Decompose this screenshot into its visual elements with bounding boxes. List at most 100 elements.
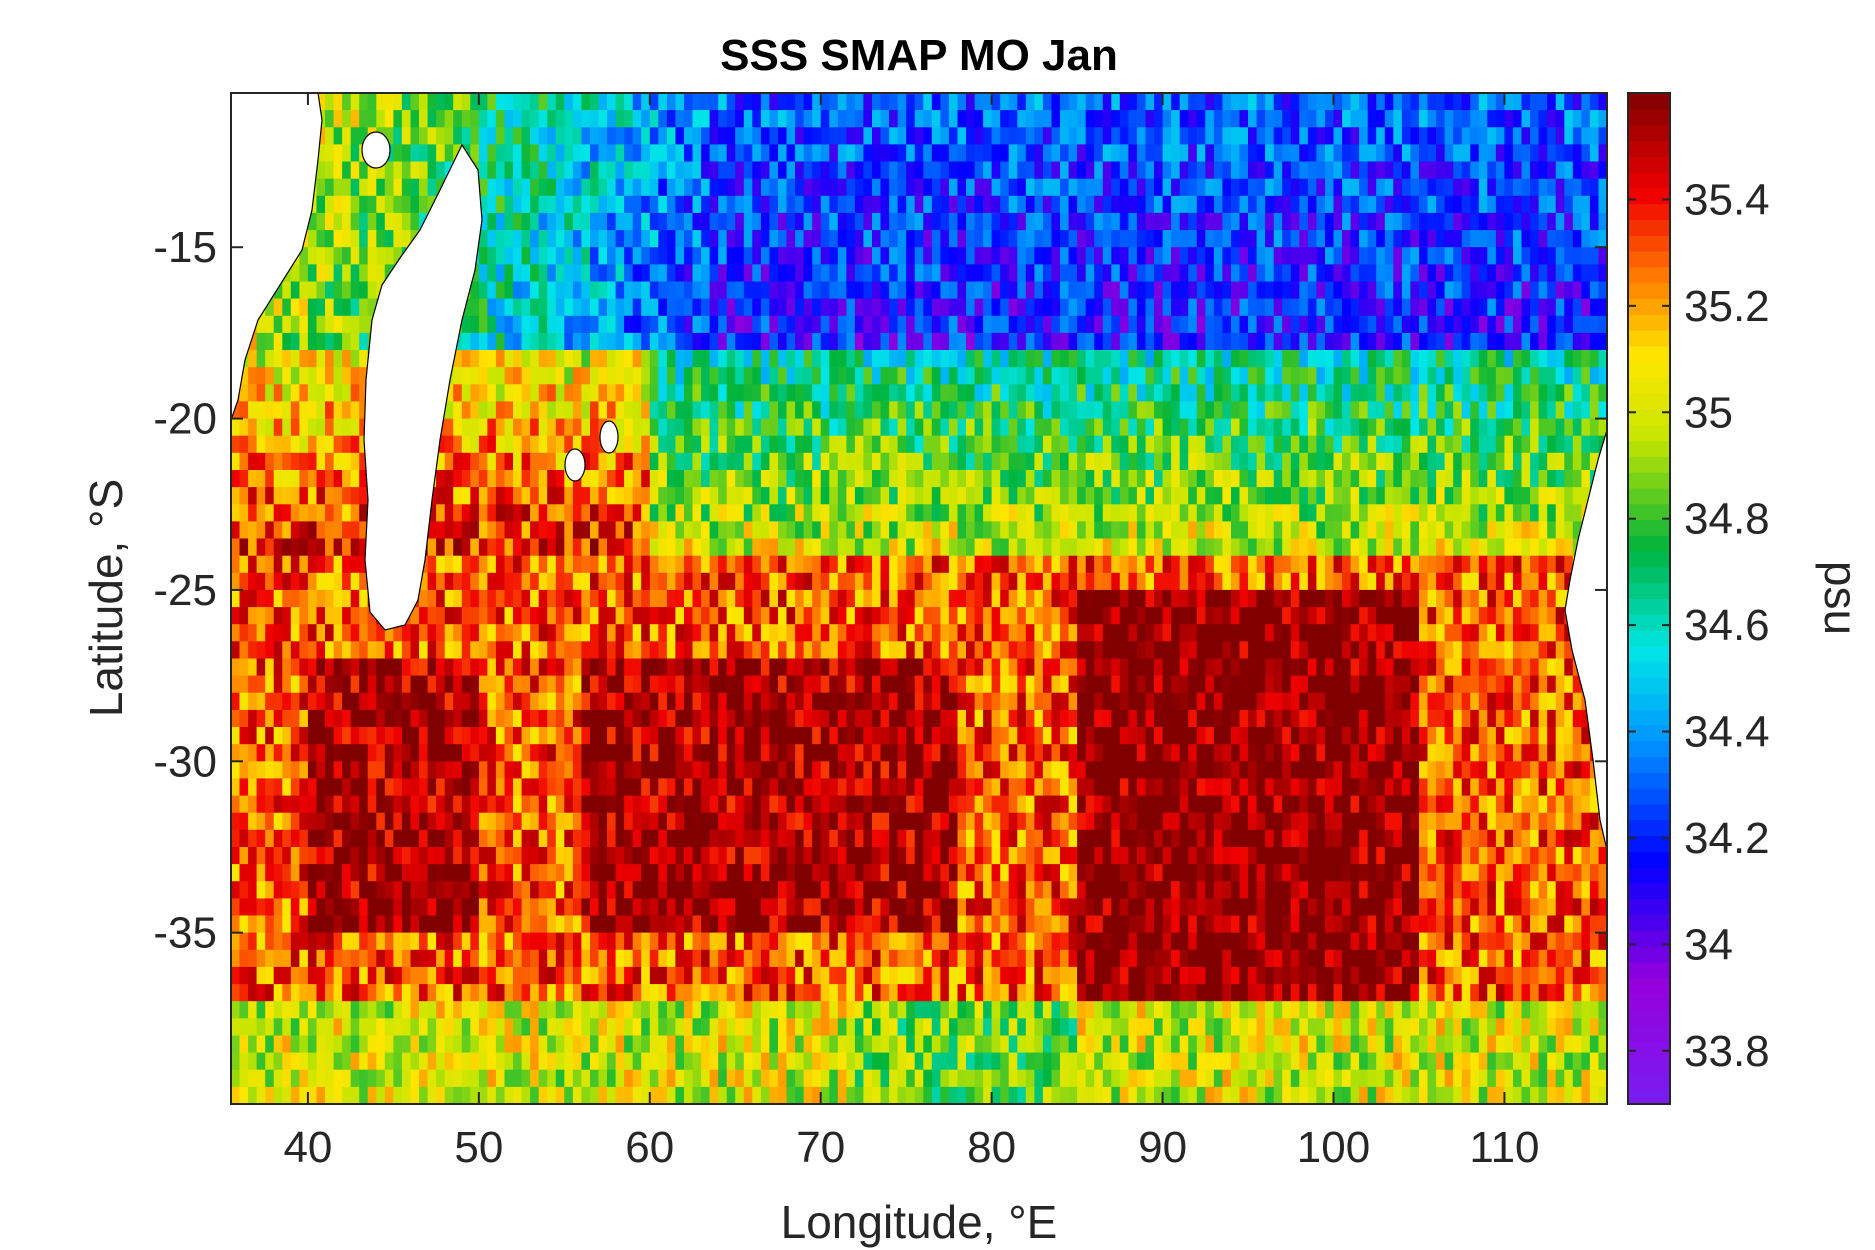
heatmap-cell [718, 384, 728, 402]
heatmap-cell [923, 247, 933, 265]
heatmap-cell [1384, 195, 1394, 214]
heatmap-cell [1333, 93, 1343, 111]
heatmap-cell [444, 504, 454, 522]
heatmap-cell [1119, 487, 1129, 505]
heatmap-cell [239, 384, 249, 402]
heatmap-cell [470, 298, 480, 317]
heatmap-cell [786, 144, 796, 163]
heatmap-cell [1401, 230, 1411, 248]
heatmap-cell [1042, 350, 1052, 368]
heatmap-cell [1410, 195, 1420, 214]
heatmap-cell [1547, 315, 1557, 334]
heatmap-cell [906, 247, 916, 265]
heatmap-cell [1034, 178, 1044, 197]
heatmap-cell [675, 212, 685, 231]
heatmap-cell [1538, 521, 1548, 540]
heatmap-cell [1068, 230, 1078, 248]
heatmap-cell [1290, 144, 1300, 163]
heatmap-cell [649, 435, 659, 454]
heatmap-cell [1436, 161, 1446, 180]
heatmap-cell [1453, 195, 1463, 214]
heatmap-cell [1307, 538, 1317, 557]
heatmap-cell [1538, 538, 1548, 557]
heatmap-cell [495, 212, 505, 231]
heatmap-cell [1282, 230, 1292, 248]
heatmap-cell [1572, 384, 1582, 402]
heatmap-cell [1128, 281, 1138, 300]
heatmap-cell [1316, 110, 1326, 128]
heatmap-cell [786, 127, 796, 145]
heatmap-cell [1384, 521, 1394, 540]
heatmap-cell [889, 212, 899, 231]
heatmap-cell [974, 298, 984, 317]
heatmap-cell [1393, 538, 1403, 557]
heatmap-cell [1444, 247, 1454, 265]
heatmap-cell [1342, 230, 1352, 248]
heatmap-cell [1376, 264, 1386, 283]
heatmap-cell [1034, 281, 1044, 300]
heatmap-cell [837, 93, 847, 111]
heatmap-cell [1419, 212, 1429, 231]
heatmap-cell [769, 230, 779, 248]
heatmap-cell [1273, 589, 1283, 608]
heatmap-cell [1581, 161, 1591, 180]
heatmap-cell [735, 367, 745, 385]
heatmap-cell [1350, 504, 1360, 522]
heatmap-cell [1128, 298, 1138, 317]
heatmap-cell [641, 110, 651, 128]
heatmap-cell [632, 178, 642, 197]
heatmap-cell [307, 521, 317, 540]
heatmap-cell [325, 435, 335, 454]
heatmap-cell [1282, 504, 1292, 522]
heatmap-cell [624, 555, 634, 574]
heatmap-cell [829, 161, 839, 180]
heatmap-cell [1495, 452, 1505, 471]
heatmap-cell [607, 487, 617, 505]
heatmap-cell [812, 418, 822, 437]
heatmap-cell [1581, 247, 1591, 265]
heatmap-cell [513, 470, 523, 488]
heatmap-cell [282, 504, 292, 522]
heatmap-cell [487, 127, 497, 145]
heatmap-cell [555, 521, 565, 540]
heatmap-cell [256, 555, 266, 574]
heatmap-cell [1222, 298, 1232, 317]
heatmap-cell [692, 178, 702, 197]
heatmap-cell [1205, 298, 1215, 317]
heatmap-cell [1256, 161, 1266, 180]
heatmap-cell [658, 487, 668, 505]
heatmap-cell [1017, 127, 1027, 145]
heatmap-cell [974, 178, 984, 197]
heatmap-cell [547, 470, 557, 488]
heatmap-cell [342, 572, 352, 591]
heatmap-cell [1196, 247, 1206, 265]
heatmap-cell [649, 487, 659, 505]
heatmap-cell [359, 538, 369, 557]
heatmap-cell [940, 555, 950, 574]
heatmap-cell [581, 367, 591, 385]
heatmap-cell [1419, 281, 1429, 300]
heatmap-cell [470, 144, 480, 163]
heatmap-cell [1025, 230, 1035, 248]
heatmap-cell [812, 487, 822, 505]
heatmap-cell [265, 538, 275, 557]
heatmap-cell [1487, 230, 1497, 248]
heatmap-cell [1222, 247, 1232, 265]
heatmap-cell [854, 572, 864, 591]
heatmap-cell [897, 435, 907, 454]
heatmap-cell [504, 178, 514, 197]
heatmap-cell [940, 384, 950, 402]
heatmap-cell [692, 298, 702, 317]
heatmap-cell [401, 144, 411, 163]
heatmap-cell [521, 521, 531, 540]
heatmap-cell [1265, 504, 1275, 522]
heatmap-cell [1444, 230, 1454, 248]
heatmap-cell [1325, 401, 1335, 420]
heatmap-cell [940, 315, 950, 334]
heatmap-cell [769, 418, 779, 437]
heatmap-cell [1025, 487, 1035, 505]
heatmap-cell [1000, 418, 1010, 437]
heatmap-cell [1017, 435, 1027, 454]
heatmap-cell [504, 607, 514, 625]
heatmap-cell [1555, 230, 1565, 248]
